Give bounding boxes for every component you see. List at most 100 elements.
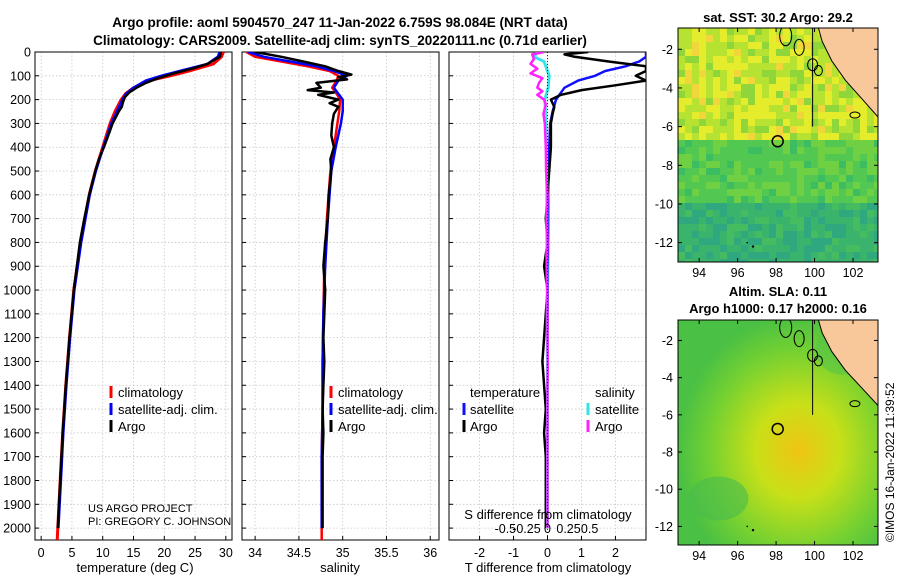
difference-xlabel: T difference from climatology	[465, 560, 632, 575]
y-tick-label: 900	[10, 260, 31, 274]
map-y-tick-label: -10	[655, 197, 673, 211]
series-climatology	[55, 52, 225, 540]
x-tick-label: 2	[612, 546, 619, 560]
map-y-tick-label: -2	[662, 43, 673, 57]
map-y-tick-label: -12	[655, 520, 673, 534]
x-tick-label: 0	[38, 546, 45, 560]
y-tick-label: 1200	[3, 331, 31, 345]
y-tick-label: 1300	[3, 355, 31, 369]
map-x-tick-label: 98	[769, 549, 783, 563]
y-tick-label: 300	[10, 117, 31, 131]
difference-panel: -2 -1 0 1 2	[448, 51, 647, 560]
x-tick-label: 25	[188, 546, 202, 560]
y-tick-label: 1700	[3, 450, 31, 464]
y-tick-label: 0	[24, 46, 31, 60]
x-tick-label: 34	[248, 546, 262, 560]
s-tick-label: 0.25	[556, 522, 580, 536]
legend-sal-argo: Argo	[595, 419, 622, 434]
x-tick-label: 5	[68, 546, 75, 560]
legend-temp-argo: Argo	[470, 419, 497, 434]
x-tick-label: 10	[96, 546, 110, 560]
profile-location-marker	[771, 422, 784, 436]
x-tick-label: 0	[544, 546, 551, 560]
series-argo	[254, 52, 353, 529]
x-tick-label: 35	[336, 546, 350, 560]
x-tick-label: 15	[127, 546, 141, 560]
x-tick-label: 20	[157, 546, 171, 560]
sla-map-title: Altim. SLA: 0.11	[729, 284, 827, 299]
x-tick-label: 34.5	[287, 546, 311, 560]
title-line1: Argo profile: aoml 5904570_247 11-Jan-20…	[112, 15, 567, 30]
s-tick-label: 0	[544, 522, 551, 536]
map-x-tick-label: 96	[731, 549, 745, 563]
profile-location-marker	[771, 135, 784, 148]
x-tick-label: -2	[474, 546, 485, 560]
y-tick-label: 1000	[3, 284, 31, 298]
project-note-line2: PI: GREGORY C. JOHNSON	[88, 516, 231, 528]
land-mass	[817, 320, 878, 407]
s-tick-label: 0.5	[581, 522, 598, 536]
salinity-panel: 34 34.5 35 35.5 36	[241, 51, 440, 560]
map-y-tick-label: -4	[662, 81, 673, 95]
legend-header-salinity: salinity	[595, 385, 635, 400]
y-tick-label: 2000	[3, 522, 31, 536]
s-difference-ticks: -0.5-0.25 0 0.25 0.5	[495, 522, 599, 536]
sal-legend-climatology: climatology	[338, 385, 404, 400]
watermark: ©IMOS 16-Jan-2022 11:39:52	[883, 382, 897, 542]
sla-map-axes: 94 96 98 100 102 -2 -4 -6 -8 -10 -12	[655, 320, 878, 563]
title-line2: Climatology: CARS2009. Satellite-adj cli…	[93, 33, 587, 48]
temperature-xlabel: temperature (deg C)	[76, 560, 193, 575]
y-tick-label: 700	[10, 212, 31, 226]
sal-legend-satellite-adj: satellite-adj. clim.	[338, 402, 438, 417]
y-tick-label: 500	[10, 165, 31, 179]
x-tick-label: 1	[578, 546, 585, 560]
land-mass	[817, 28, 878, 118]
legend-header-temperature: temperature	[470, 385, 540, 400]
map-x-tick-label: 96	[731, 266, 745, 280]
y-tick-label: 200	[10, 93, 31, 107]
map-x-tick-label: 94	[692, 549, 706, 563]
s-tick-label: -0.25	[512, 522, 541, 536]
x-tick-label: 35.5	[374, 546, 398, 560]
y-tick-label: 800	[10, 236, 31, 250]
y-tick-label: 1800	[3, 474, 31, 488]
salinity-legend: climatology satellite-adj. clim. Argo	[329, 385, 438, 434]
legend-temp-satellite: satellite	[470, 402, 514, 417]
salinity-xlabel: salinity	[320, 560, 360, 575]
series-argo	[56, 52, 223, 529]
y-tick-label: 1400	[3, 379, 31, 393]
sla-map-subtitle: Argo h1000: 0.17 h2000: 0.16	[689, 301, 867, 316]
x-tick-label: 30	[219, 546, 233, 560]
temperature-legend: climatology satellite-adj. clim. Argo	[109, 385, 218, 434]
series-salinity-argo	[529, 52, 550, 529]
y-tick-label: 1100	[4, 307, 31, 321]
series-temperature-argo	[541, 52, 646, 529]
y-tick-label: 1900	[3, 498, 31, 512]
map-x-tick-label: 100	[804, 549, 825, 563]
map-x-tick-label: 94	[692, 266, 706, 280]
y-tick-label: 400	[10, 141, 31, 155]
map-y-tick-label: -12	[655, 236, 673, 250]
y-tick-label: 600	[10, 188, 31, 202]
map-y-tick-label: -6	[662, 120, 673, 134]
x-tick-label: 36	[423, 546, 437, 560]
series-satellite-adj-clim-	[57, 52, 221, 529]
legend-climatology: climatology	[118, 385, 184, 400]
map-y-tick-label: -8	[662, 446, 673, 460]
sal-legend-argo: Argo	[338, 419, 365, 434]
project-note-line1: US ARGO PROJECT	[88, 503, 193, 515]
y-tick-label: 100	[10, 69, 31, 83]
difference-legend: temperature salinity satellite Argo sate…	[462, 385, 639, 434]
map-y-tick-label: -8	[662, 159, 673, 173]
map-x-tick-label: 98	[769, 266, 783, 280]
x-tick-label: -1	[508, 546, 519, 560]
s-difference-label: S difference from climatology	[464, 507, 632, 522]
legend-satellite-adj: satellite-adj. clim.	[118, 402, 218, 417]
sla-map	[678, 320, 878, 545]
sst-map-title: sat. SST: 30.2 Argo: 29.2	[703, 10, 853, 25]
legend-argo: Argo	[118, 419, 145, 434]
map-y-tick-label: -2	[662, 334, 673, 348]
sst-map	[678, 28, 878, 262]
y-tick-label: 1600	[3, 426, 31, 440]
